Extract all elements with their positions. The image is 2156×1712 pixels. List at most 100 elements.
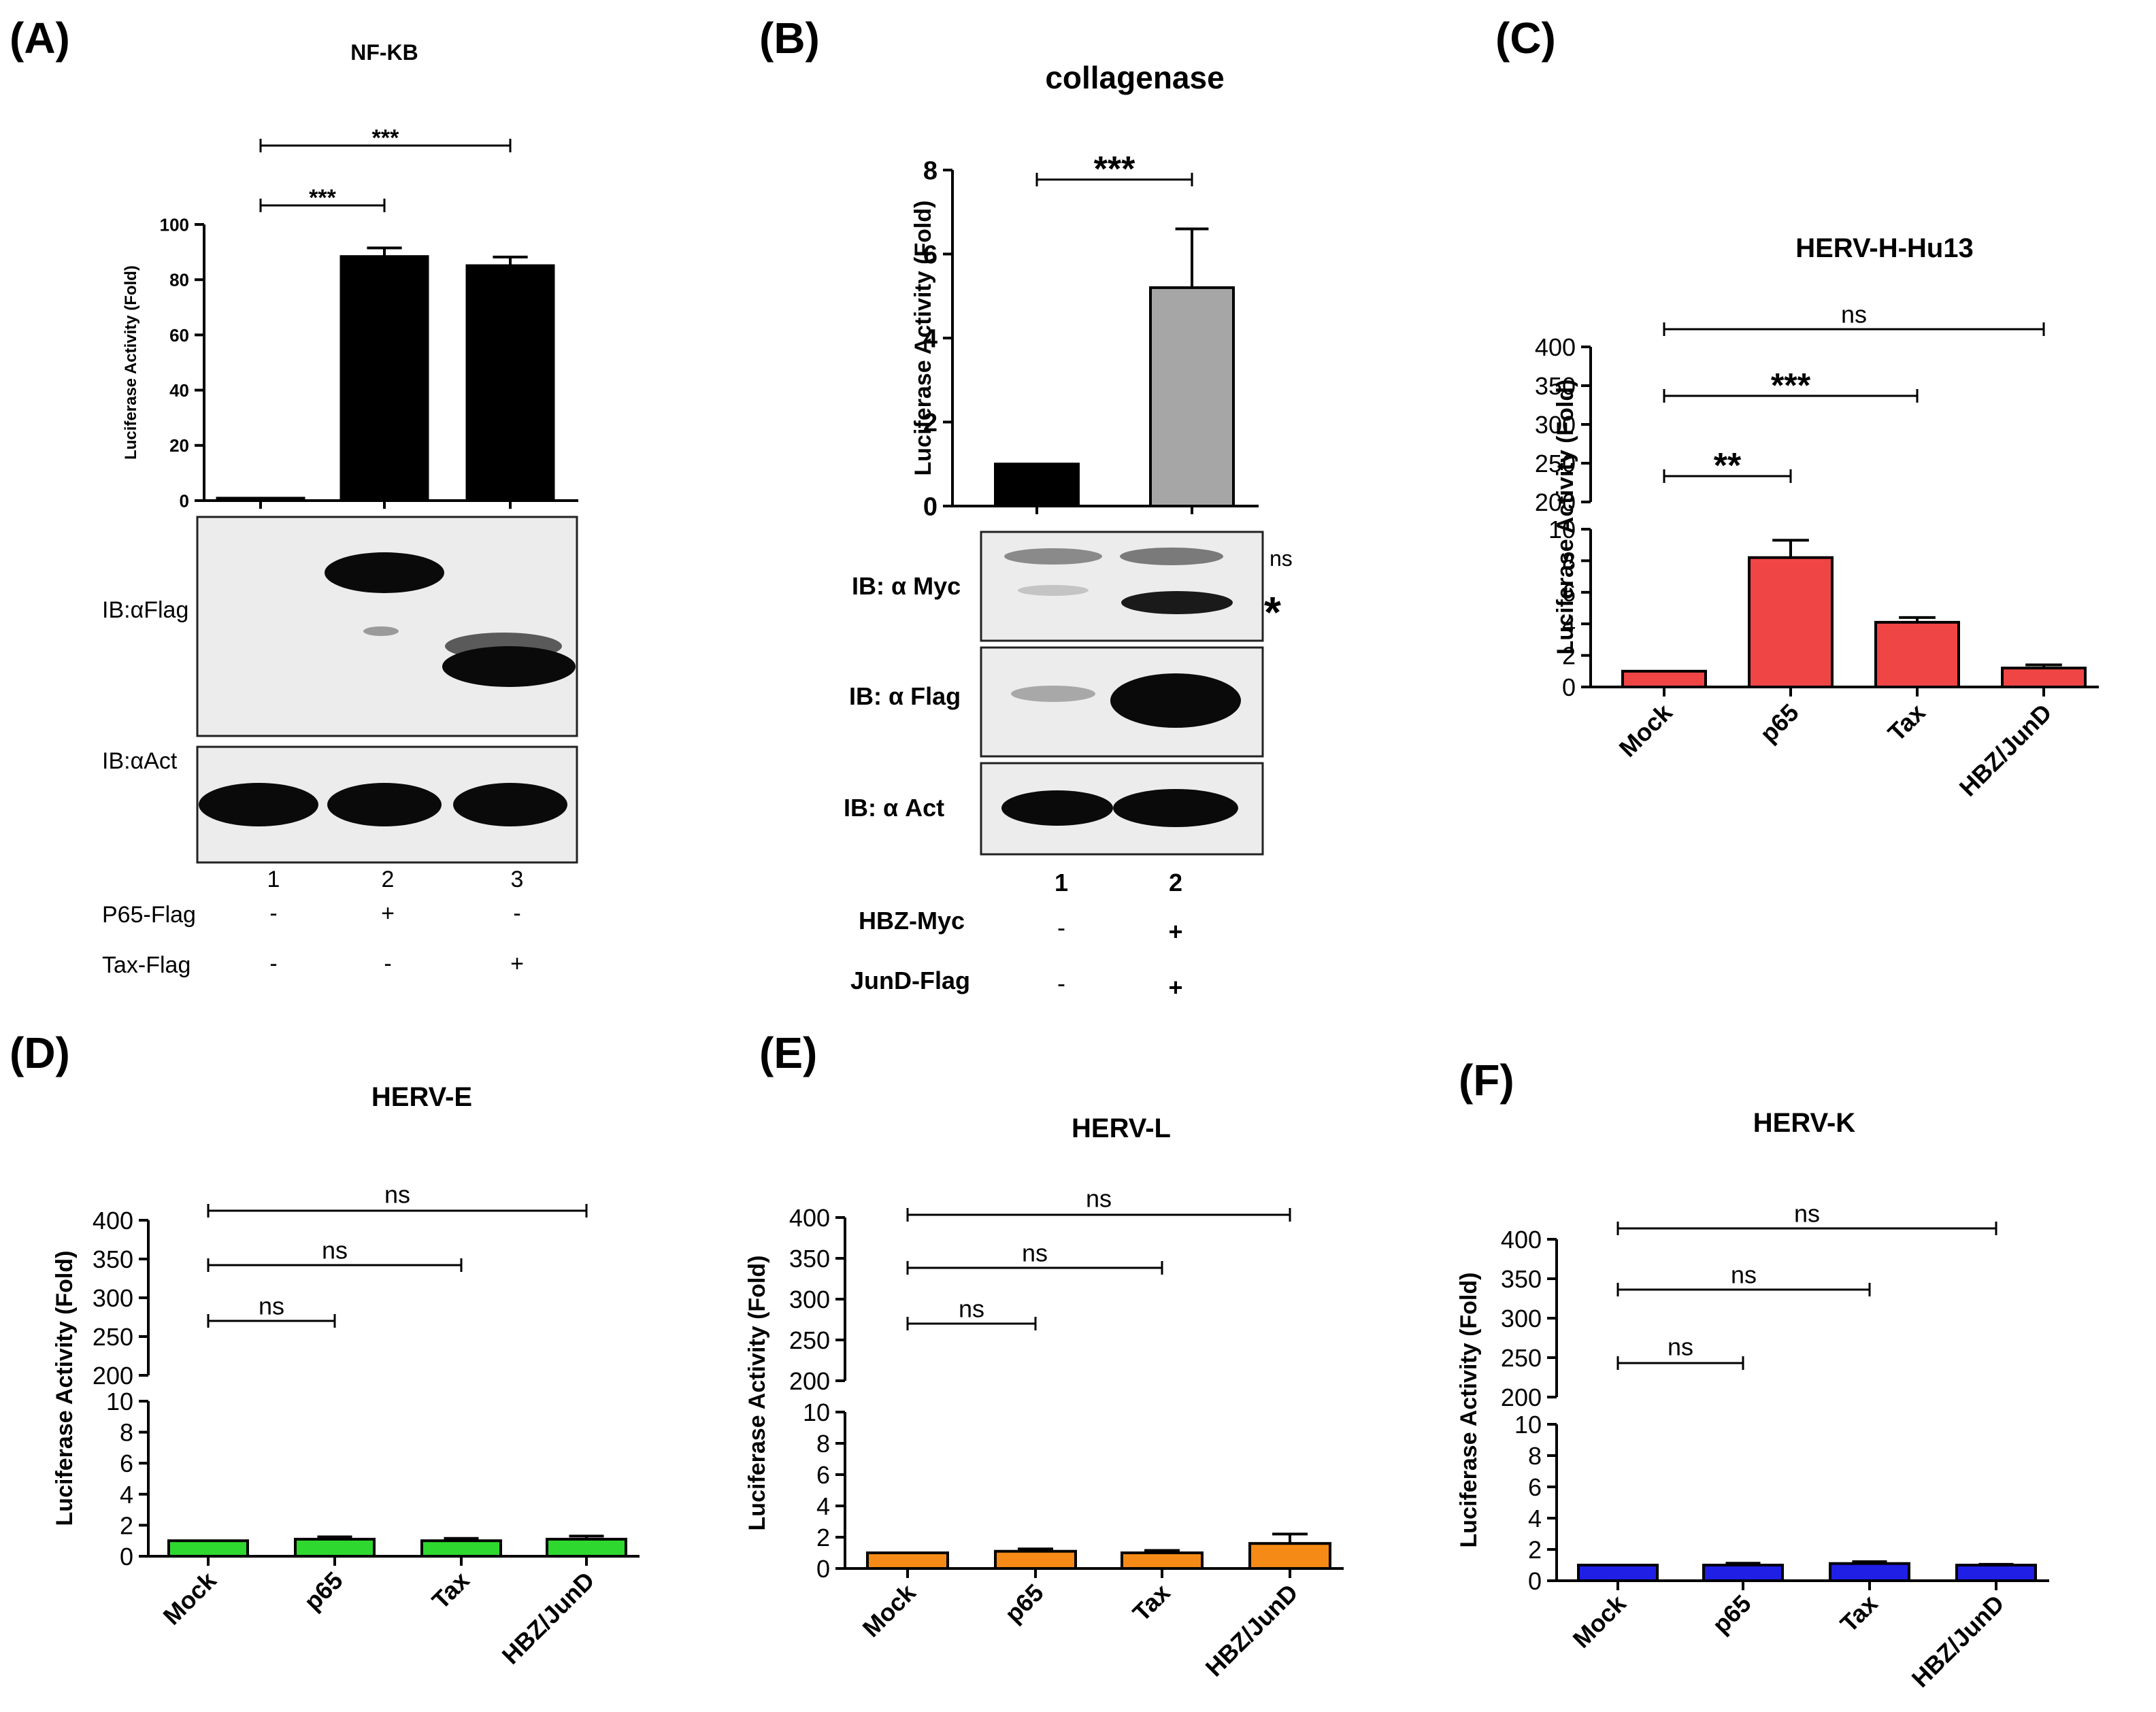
blot-a: IB:αFlag IB:αAct 1 2 3 P65-Flag - + - Ta…: [102, 516, 578, 978]
blot-b-myc-band-lane1-faint: [1018, 585, 1089, 596]
y-tick-label: 200: [93, 1362, 133, 1390]
y-tick-label: 0: [816, 1555, 830, 1583]
blot-b-myc-band-lane2: [1121, 591, 1233, 614]
y-tick-label: 2: [120, 1511, 133, 1539]
panel-label-d: (D): [10, 1028, 70, 1077]
y-tick-label: 250: [789, 1326, 830, 1354]
significance-label: ns: [1794, 1200, 1820, 1228]
x-tick-label: HBZ/JunD: [1954, 699, 2057, 802]
y-tick-label: 2: [816, 1524, 830, 1551]
y-tick-label: 250: [93, 1323, 133, 1351]
y-axis-label: Luciferase Activity (Fold): [744, 1256, 770, 1531]
x-tick-label: Tax: [1127, 1579, 1176, 1627]
blot-b-annotation-star: *: [1264, 588, 1281, 637]
blot-a-act-band-lane1: [199, 783, 318, 826]
significance-label: **: [1714, 446, 1742, 486]
significance-label: ns: [1731, 1261, 1757, 1289]
significance-label: ***: [309, 185, 336, 211]
blot-b-myc-membrane: [980, 531, 1264, 642]
blot-a-flag-band-lane2: [325, 552, 444, 593]
y-tick-label: 400: [1501, 1226, 1542, 1254]
chart-e: HERV-L 0 2 4 6 8 10 200 250 300 350 400 Luciferase A…: [744, 1113, 1344, 1682]
y-tick-label: 350: [1501, 1265, 1542, 1293]
blot-a-act-band-lane2: [327, 783, 442, 826]
x-tick-label: HBZ/JunD: [497, 1566, 600, 1670]
blot-b-myc-band-lane1-ns: [1004, 548, 1102, 565]
x-tick-label: HBZ/JunD: [1906, 1590, 2010, 1693]
significance-label: ns: [1668, 1333, 1693, 1361]
bar-p65: [294, 1537, 376, 1558]
y-tick-label: 10: [1548, 516, 1576, 543]
blot-b-row-label-act: IB: α Act: [844, 794, 944, 822]
x-tick-label: p65: [1707, 1590, 1757, 1639]
blot-a-condition-p65: P65-Flag: [102, 902, 196, 928]
y-tick-label: 10: [803, 1398, 830, 1426]
y-tick-label: 4: [1562, 610, 1576, 638]
bar-2: [339, 255, 429, 502]
chart-title: HERV-K: [1753, 1108, 1856, 1138]
y-tick-label: 0: [180, 490, 189, 511]
y-axis-label: Luciferase Activity (Fold): [1456, 1273, 1482, 1548]
blot-b-act-band-lane2: [1113, 789, 1238, 827]
bar-3: [465, 264, 555, 502]
y-tick-label: 60: [169, 325, 189, 346]
bar-tax: [1874, 620, 1960, 689]
y-tick-label: 40: [169, 380, 189, 401]
y-tick-label: 300: [1535, 411, 1576, 439]
y-tick-label: 20: [169, 435, 189, 456]
x-tick-label: Tax: [1835, 1590, 1883, 1638]
y-axis-label: Luciferase Activity (Fold): [52, 1251, 78, 1526]
y-tick-label: 350: [789, 1245, 830, 1273]
blot-b-jund-mark-2: +: [1168, 973, 1182, 1001]
y-tick-label: 300: [93, 1284, 133, 1312]
chart-title: HERV-H-Hu13: [1795, 233, 1974, 263]
chart-title: HERV-L: [1072, 1113, 1171, 1143]
blot-b-hbz-mark-1: -: [1057, 913, 1065, 941]
blot-b-row-label-myc: IB: α Myc: [852, 572, 961, 600]
bar-p65: [1702, 1564, 1784, 1582]
blot-a-tax-mark-3: +: [510, 951, 524, 977]
bar-hbz-jund: [1955, 1564, 2037, 1582]
blot-a-tax-mark-1: -: [269, 951, 277, 977]
blot-a-p65-mark-1: -: [269, 901, 277, 926]
y-tick-label: 0: [120, 1543, 133, 1571]
blot-b-condition-hbz: HBZ-Myc: [859, 907, 965, 935]
y-tick-label: 80: [169, 270, 189, 290]
y-tick-label: 350: [1535, 372, 1576, 400]
y-axis-label: Luciferase Activity (Fold): [1553, 380, 1578, 655]
chart-title: HERV-E: [371, 1082, 472, 1112]
blot-b-lane-1: 1: [1055, 869, 1068, 896]
blot-a-row-label-flag: IB:αFlag: [102, 597, 188, 623]
x-tick-label: Tax: [1883, 699, 1931, 747]
y-tick-label: 4: [816, 1492, 830, 1520]
chart-title: collagenase: [1045, 60, 1224, 95]
blot-a-p65-mark-3: -: [513, 901, 520, 926]
panel-label-e: (E): [759, 1028, 817, 1077]
blot-a-tax-mark-2: -: [384, 951, 391, 977]
y-tick-label: 8: [816, 1430, 830, 1458]
bar-hbz-jund: [2001, 667, 2087, 688]
bar-tax: [1829, 1562, 1910, 1582]
y-tick-label: 350: [93, 1245, 133, 1273]
x-tick-label: Tax: [427, 1566, 475, 1615]
significance-label: ns: [322, 1237, 348, 1264]
x-tick-label: Mock: [1614, 698, 1678, 762]
blot-b-jund-mark-1: -: [1057, 969, 1065, 997]
blot-b-myc-band-lane2-ns: [1120, 548, 1223, 565]
blot-b-condition-jund: JunD-Flag: [850, 967, 970, 994]
blot-b-flag-band-lane1-faint: [1011, 686, 1095, 702]
y-axis-label: Luciferase Activity (Fold): [910, 201, 936, 476]
y-tick-label: 4: [923, 325, 938, 354]
blot-b-annotation-ns: ns: [1270, 546, 1293, 571]
blot-a-flag-membrane: [196, 516, 578, 737]
bar-2: [1149, 286, 1235, 507]
blot-b-act-band-lane1: [1001, 790, 1113, 826]
significance-label: ***: [372, 125, 399, 151]
bar-mock: [1577, 1564, 1659, 1582]
y-tick-label: 6: [923, 241, 938, 269]
x-tick-label: Mock: [857, 1578, 922, 1643]
y-tick-label: 0: [1528, 1567, 1542, 1595]
